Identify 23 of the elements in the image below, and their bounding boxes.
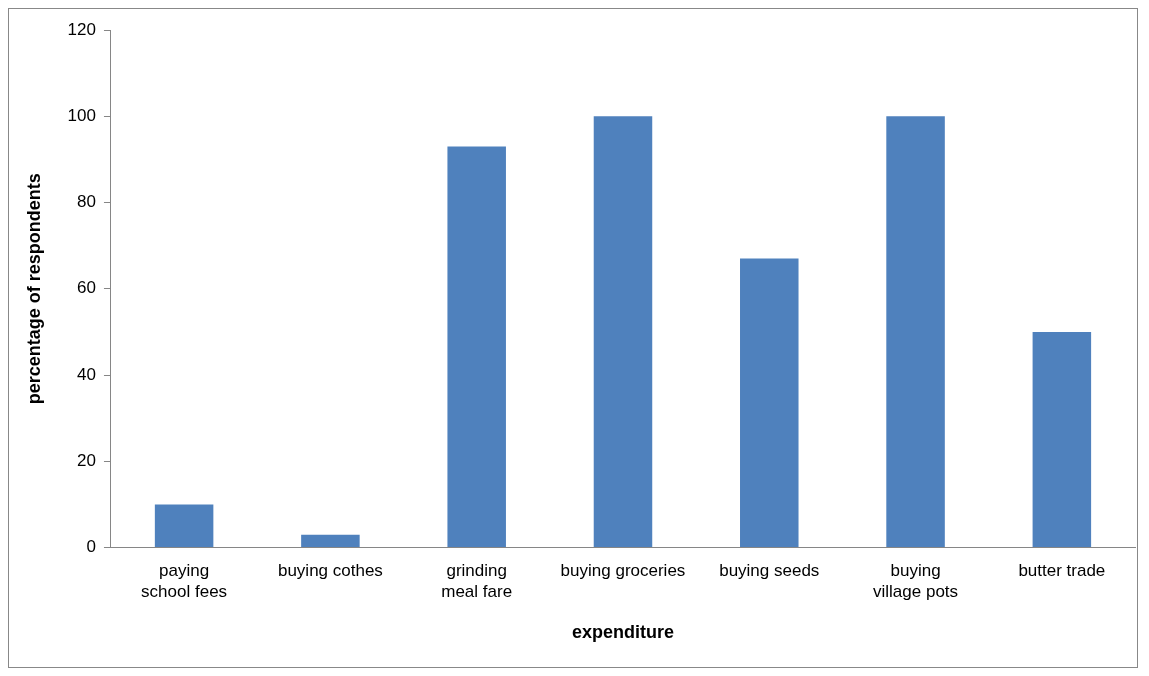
y-tick-label: 80: [77, 192, 96, 212]
bar: [301, 534, 360, 548]
x-tick-label: buying groceries: [560, 561, 686, 581]
bar: [593, 116, 653, 548]
bar: [154, 504, 214, 548]
x-axis-title: expenditure: [571, 622, 674, 643]
x-tick-label: grinding meal fare: [441, 561, 513, 601]
y-tick-label: 120: [67, 19, 96, 39]
bar: [886, 116, 945, 548]
bar: [740, 258, 799, 548]
y-tick-label: 0: [86, 537, 96, 557]
x-tick-label: buying seeds: [719, 561, 820, 581]
x-tick-label: buying village pots: [873, 561, 959, 601]
bar: [447, 146, 506, 548]
y-tick-label: 100: [67, 105, 96, 125]
y-tick-label: 20: [77, 451, 96, 471]
y-tick-label: 40: [77, 364, 96, 384]
x-tick-label: buying cothes: [277, 561, 383, 581]
y-axis-title: percentage of respondents: [23, 173, 44, 405]
x-tick-label: paying school fees: [141, 561, 228, 601]
bar: [1032, 331, 1092, 548]
y-tick-label: 60: [77, 278, 96, 298]
x-tick-label: butter trade: [1018, 561, 1106, 581]
